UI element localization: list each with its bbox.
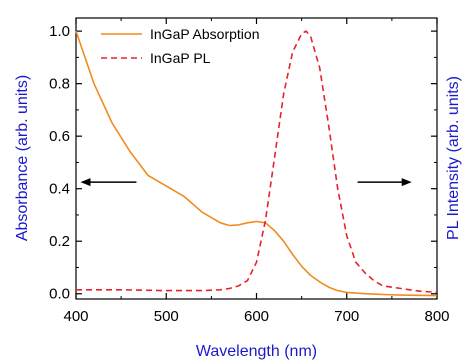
x-tick-label: 800 xyxy=(424,308,449,325)
legend-label-absorption: InGaP Absorption xyxy=(150,26,259,42)
y-tick-label: 0.4 xyxy=(49,181,70,198)
x-tick-label: 700 xyxy=(334,308,359,325)
x-tick-label: 600 xyxy=(244,308,269,325)
arrow-left-head xyxy=(80,178,91,187)
x-tick-label: 400 xyxy=(63,308,88,325)
legend: InGaP Absorption InGaP PL xyxy=(101,26,259,66)
y-tick-label: 0.8 xyxy=(49,76,70,93)
legend-label-pl: InGaP PL xyxy=(150,50,211,66)
series-line-pl xyxy=(76,30,438,294)
series-layer xyxy=(75,30,438,297)
arrow-annotations xyxy=(80,178,412,187)
y-axis-ticks: 0.0 0.2 0.4 0.6 0.8 1.0 xyxy=(49,23,437,303)
y-tick-label: 0.6 xyxy=(49,128,70,145)
y-axis-title-right: PL Intensity (arb. units) xyxy=(445,76,462,240)
y-tick-label: 0.0 xyxy=(49,286,70,303)
x-tick-label: 500 xyxy=(154,308,179,325)
y-axis-title-left: Absorbance (arb. units) xyxy=(14,75,31,241)
plot-frame xyxy=(75,17,438,300)
x-axis-ticks: 400 500 600 700 800 xyxy=(63,18,450,325)
y-tick-label: 1.0 xyxy=(49,23,70,40)
arrow-right-head xyxy=(401,178,412,187)
series-line-absorption xyxy=(75,30,438,297)
x-axis-title: Wavelength (nm) xyxy=(196,343,317,360)
y-tick-label: 0.2 xyxy=(49,233,70,250)
